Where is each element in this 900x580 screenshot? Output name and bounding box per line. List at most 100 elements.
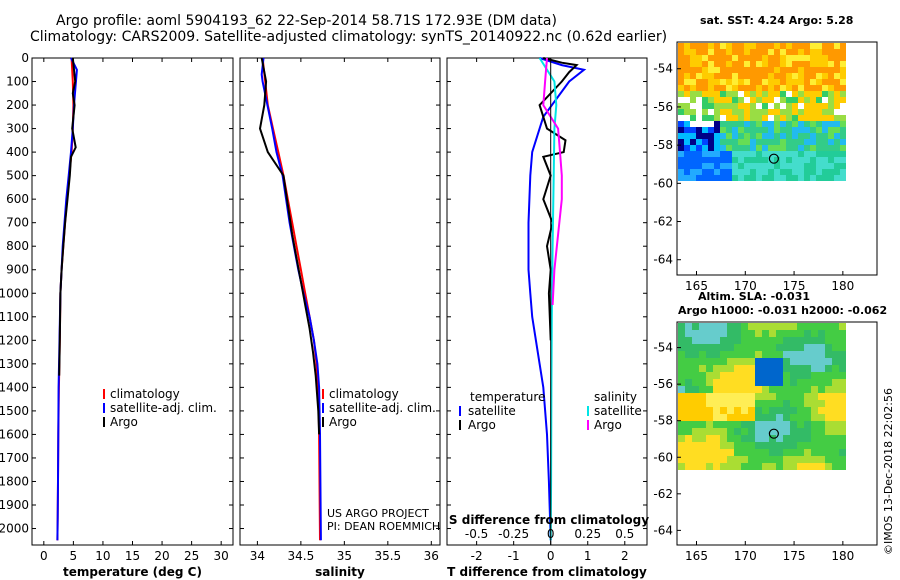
x-tick-label: 2 <box>621 549 629 563</box>
x-tick-label: 35 <box>337 549 352 563</box>
x-tick-label: -2 <box>471 549 483 563</box>
legend-label: climatology <box>110 387 180 401</box>
x-tick-label: 30 <box>214 549 229 563</box>
map-y-tick-label: -54 <box>653 341 673 355</box>
map-y-tick-label: -60 <box>653 450 673 464</box>
y-tick-label: 2000 <box>0 522 29 536</box>
map-x-tick-label: 165 <box>685 279 708 293</box>
map-x-tick-label: 175 <box>783 279 806 293</box>
legend-heading: temperature <box>470 390 545 404</box>
title-line-2: Climatology: CARS2009. Satellite-adjuste… <box>30 29 668 45</box>
sst-map-title: sat. SST: 4.24 Argo: 5.28 <box>700 14 854 27</box>
y-tick-label: 1700 <box>0 451 29 465</box>
legend-heading: salinity <box>594 390 637 404</box>
map-y-tick-label: -64 <box>653 523 673 537</box>
sla-map-argo-marker <box>768 428 779 439</box>
sst-map-argo-marker <box>768 153 779 164</box>
y-tick-label: 600 <box>6 192 29 206</box>
map-y-tick-label: -62 <box>653 215 673 229</box>
top-x-axis-label: S difference from climatology <box>449 513 649 527</box>
x-axis-label: salinity <box>315 565 365 579</box>
y-tick-label: 1100 <box>0 310 29 324</box>
map-y-tick-label: -58 <box>653 414 673 428</box>
map-y-tick-label: -58 <box>653 138 673 152</box>
legend-label: satellite <box>594 404 642 418</box>
sla-map-title-2: Argo h1000: -0.031 h2000: -0.062 <box>678 304 888 317</box>
y-tick-label: 900 <box>6 263 29 277</box>
x-tick-label: 1 <box>584 549 592 563</box>
map-x-tick-label: 180 <box>831 549 854 563</box>
map-y-tick-label: -54 <box>653 62 673 76</box>
x-tick-label: 35.5 <box>374 549 401 563</box>
x-tick-label: 0 <box>547 549 555 563</box>
map-y-tick-label: -64 <box>653 253 673 267</box>
series-line-argo <box>58 57 77 376</box>
x-tick-label: 36 <box>424 549 439 563</box>
y-tick-label: 1400 <box>0 380 29 394</box>
map-y-tick-label: -62 <box>653 487 673 501</box>
y-tick-label: 1900 <box>0 498 29 512</box>
sla-map-field <box>678 323 846 470</box>
series-line-temperature-satellite <box>527 57 587 541</box>
x-axis-label: temperature (deg C) <box>63 565 202 579</box>
map-x-tick-label: 165 <box>685 549 708 563</box>
y-tick-label: 1000 <box>0 286 29 300</box>
legend-label: Argo <box>468 418 496 432</box>
map-y-tick-label: -56 <box>653 377 673 391</box>
y-tick-label: 300 <box>6 122 29 136</box>
legend-label: climatology <box>329 387 399 401</box>
sla-map-title-1: Altim. SLA: -0.031 <box>698 290 811 303</box>
x-tick-label: -1 <box>508 549 520 563</box>
y-tick-label: 700 <box>6 216 29 230</box>
map-y-tick-label: -56 <box>653 100 673 114</box>
temperature-profile-frame <box>31 57 234 546</box>
y-tick-label: 0 <box>21 51 29 65</box>
s-tick-label: 0 <box>547 527 555 541</box>
y-tick-label: 1800 <box>0 474 29 488</box>
difference-profile-frame <box>446 57 648 546</box>
y-tick-label: 100 <box>6 75 29 89</box>
x-axis-label: T difference from climatology <box>447 565 647 579</box>
y-tick-label: 1200 <box>0 333 29 347</box>
y-tick-label: 400 <box>6 145 29 159</box>
series-line-argo <box>258 57 321 435</box>
x-tick-label: 25 <box>184 549 199 563</box>
y-tick-label: 500 <box>6 169 29 183</box>
salinity-profile-frame <box>239 57 441 546</box>
x-tick-label: 34.5 <box>288 549 315 563</box>
x-tick-label: 34 <box>250 549 265 563</box>
y-tick-label: 800 <box>6 239 29 253</box>
map-x-tick-label: 180 <box>831 279 854 293</box>
annotation-text: US ARGO PROJECT <box>327 507 429 520</box>
x-tick-label: 5 <box>70 549 78 563</box>
series-line-temperature-argo <box>538 57 579 341</box>
legend-label: satellite <box>468 404 516 418</box>
s-tick-label: 0.25 <box>574 527 601 541</box>
s-tick-label: -0.25 <box>498 527 529 541</box>
imos-footer: ©IMOS 13-Dec-2018 22:02:56 <box>882 388 895 555</box>
s-tick-label: -0.5 <box>465 527 488 541</box>
y-tick-label: 1300 <box>0 357 29 371</box>
title-line-1: Argo profile: aoml 5904193_62 22-Sep-201… <box>56 13 557 29</box>
map-x-tick-label: 170 <box>734 549 757 563</box>
sst-map-field <box>678 43 846 181</box>
legend-label: Argo <box>110 415 138 429</box>
map-x-tick-label: 170 <box>734 279 757 293</box>
series-line-salinity-satellite <box>538 57 558 541</box>
y-tick-label: 200 <box>6 98 29 112</box>
y-tick-label: 1600 <box>0 427 29 441</box>
x-tick-label: 10 <box>95 549 110 563</box>
x-tick-label: 0 <box>40 549 48 563</box>
map-x-tick-label: 175 <box>783 549 806 563</box>
x-tick-label: 20 <box>154 549 169 563</box>
y-tick-label: 1500 <box>0 404 29 418</box>
legend-label: Argo <box>329 415 357 429</box>
annotation-text: PI: DEAN ROEMMICH <box>327 520 440 533</box>
series-line-salinity-argo <box>542 57 563 306</box>
legend-label: satellite-adj. clim. <box>329 401 436 415</box>
legend-label: Argo <box>594 418 622 432</box>
map-y-tick-label: -60 <box>653 176 673 190</box>
x-tick-label: 15 <box>125 549 140 563</box>
s-tick-label: 0.5 <box>615 527 634 541</box>
